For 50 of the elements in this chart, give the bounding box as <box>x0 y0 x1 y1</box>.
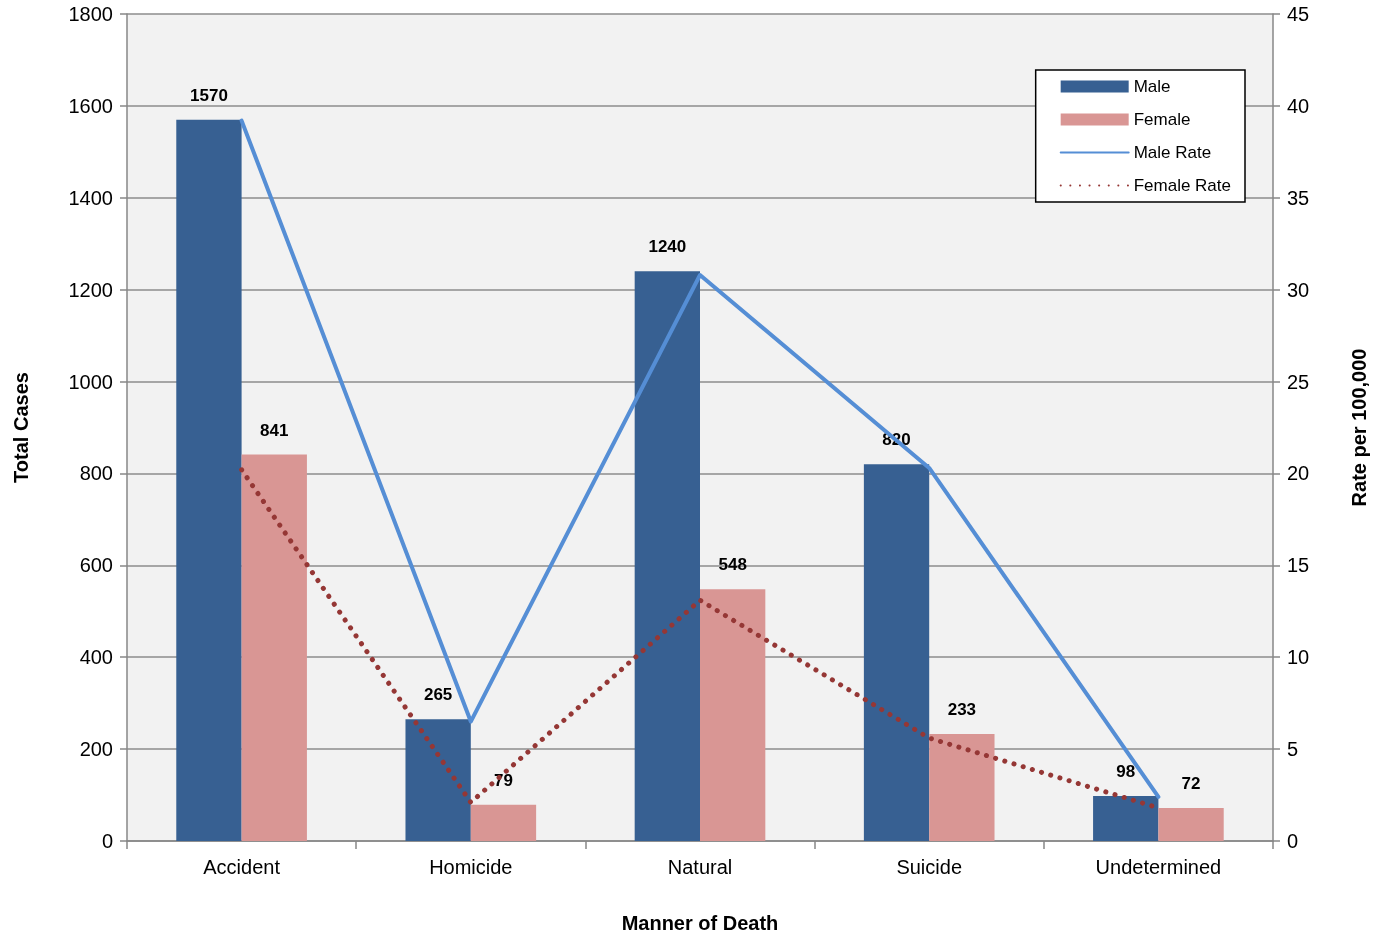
x-tick-label: Undetermined <box>1095 856 1222 878</box>
legend-label: Female <box>1133 110 1191 129</box>
y-tick-label: 600 <box>79 554 113 577</box>
y-tick-label: 1000 <box>68 370 113 393</box>
bar <box>634 271 700 841</box>
y-tick-label: 1600 <box>68 94 113 117</box>
bar <box>863 464 930 841</box>
y-tick-label: 800 <box>79 462 113 485</box>
y2-tick-label: 40 <box>1287 94 1310 117</box>
data-label: 841 <box>260 420 289 440</box>
bar <box>176 119 242 841</box>
bar <box>1093 795 1159 841</box>
bar <box>405 719 471 841</box>
data-label: 1570 <box>190 85 228 105</box>
y2-tick-label: 5 <box>1287 738 1299 761</box>
y-tick-label: 200 <box>79 738 113 761</box>
y-tick-label: 1800 <box>68 3 113 25</box>
legend-label: Female Rate <box>1133 176 1232 195</box>
y2-tick-label: 45 <box>1287 3 1310 25</box>
y-tick-label: 400 <box>79 646 113 669</box>
y-tick-label: 0 <box>101 830 113 852</box>
y2-axis-title: Rate per 100,000 <box>1348 348 1370 507</box>
x-tick-label: Suicide <box>896 856 962 878</box>
bar <box>700 589 766 841</box>
data-label: 265 <box>423 685 453 705</box>
y2-tick-label: 25 <box>1287 370 1310 393</box>
y2-tick-label: 20 <box>1287 462 1310 485</box>
y2-tick-label: 35 <box>1287 186 1310 209</box>
y2-tick-label: 30 <box>1287 278 1310 301</box>
x-tick-label: Accident <box>203 856 281 878</box>
y2-tick-label: 10 <box>1287 646 1310 669</box>
x-tick-label: Homicide <box>429 856 513 878</box>
legend-label: Male Rate <box>1133 143 1212 162</box>
data-label: 1240 <box>648 237 687 257</box>
y-tick-label: 1200 <box>68 278 113 301</box>
data-label: 72 <box>1181 773 1201 793</box>
legend-label: Male <box>1133 77 1171 96</box>
y2-tick-label: 15 <box>1287 554 1310 577</box>
y2-tick-label: 0 <box>1287 830 1299 852</box>
y-tick-label: 1400 <box>68 186 113 209</box>
data-label: 233 <box>947 699 977 719</box>
bar <box>929 733 995 841</box>
x-axis-title: Manner of Death <box>621 912 779 934</box>
bar <box>470 804 537 841</box>
data-label: 98 <box>1116 761 1136 781</box>
bar <box>1158 807 1224 841</box>
y-axis-title: Total Cases <box>10 372 32 483</box>
bar <box>241 454 307 841</box>
x-tick-label: Natural <box>667 856 733 878</box>
data-label: 548 <box>718 555 747 575</box>
